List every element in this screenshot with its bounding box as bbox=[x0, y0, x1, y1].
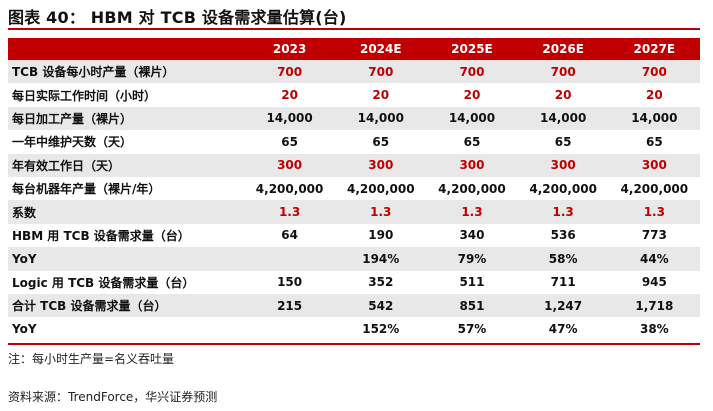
table-cell: 79% bbox=[457, 251, 487, 266]
table-cell: 700 bbox=[459, 64, 485, 79]
table-cell: 194% bbox=[362, 251, 400, 266]
table-cell: 20 bbox=[372, 88, 390, 103]
table-cell: 14,000 bbox=[631, 111, 678, 126]
table-body: TCB 设备每小时产量（裸片） 700 700 700 700 700 每日实际工作时间（小… bbox=[8, 60, 700, 341]
table-cell: 1.3 bbox=[278, 205, 301, 220]
table-row: 每台机器年产量（裸片/年） 4,200,000 4,200,000 4,200,000… bbox=[8, 177, 700, 200]
table-cell: 65 bbox=[281, 134, 298, 149]
table-cell: 58% bbox=[548, 251, 578, 266]
table-cell: 150 bbox=[277, 275, 303, 290]
table-cell: 700 bbox=[277, 64, 303, 79]
table-cell: 14,000 bbox=[448, 111, 496, 126]
table-row: 系数 1.3 1.3 1.3 1.3 1.3 bbox=[8, 200, 700, 224]
row-label: HBM 用 TCB 设备需求量（台） bbox=[12, 228, 190, 243]
table-cell: 4,200,000 bbox=[620, 181, 689, 196]
table-row: 一年中维护天数（天） 65 65 65 65 65 bbox=[8, 130, 700, 153]
table-cell: 1,718 bbox=[635, 298, 674, 313]
table-cell: 215 bbox=[277, 298, 303, 313]
table-cell: 352 bbox=[368, 275, 394, 290]
table-cell: 57% bbox=[457, 321, 487, 336]
row-label: 年有效工作日（天） bbox=[12, 158, 121, 173]
table-cell: 4,200,000 bbox=[346, 181, 415, 196]
source-line: 资料来源：TrendForce，华兴证券预测 bbox=[8, 390, 218, 404]
table-cell: 190 bbox=[368, 228, 394, 243]
table-cell: 511 bbox=[459, 275, 485, 290]
table-cell: 38% bbox=[639, 321, 669, 336]
header-cell: 2024E bbox=[359, 42, 402, 56]
table-cell: 14,000 bbox=[540, 111, 587, 126]
footnote: 注：每小时生产量=名义吞吐量 bbox=[8, 352, 175, 366]
title-divider bbox=[8, 28, 700, 30]
table-cell: 47% bbox=[548, 321, 578, 336]
table-cell: 14,000 bbox=[357, 111, 404, 126]
table-cell: 1.3 bbox=[643, 205, 665, 220]
table-cell: 536 bbox=[550, 228, 576, 243]
table-cell: 542 bbox=[368, 298, 394, 313]
header-cell: 2025E bbox=[451, 42, 493, 56]
table-cell: 340 bbox=[459, 228, 485, 243]
table-cell: 711 bbox=[550, 275, 576, 290]
table-cell: 773 bbox=[641, 228, 667, 243]
table-cell: 300 bbox=[277, 158, 303, 173]
table-cell: 20 bbox=[645, 88, 663, 103]
table-cell: 300 bbox=[368, 158, 394, 173]
table-cell: 700 bbox=[641, 64, 667, 79]
table-cell: 700 bbox=[550, 64, 576, 79]
row-label: TCB 设备每小时产量（裸片） bbox=[12, 65, 175, 80]
table-header-row: 2023 2024E 2025E 2026E 2027E bbox=[8, 38, 700, 60]
table-cell: 300 bbox=[550, 158, 576, 173]
table-cell: 65 bbox=[645, 134, 663, 149]
table-cell: 700 bbox=[368, 64, 394, 79]
row-label: 一年中维护天数（天） bbox=[12, 135, 133, 150]
header-cell: 2026E bbox=[542, 42, 584, 56]
table-row: YoY 194% 79% 58% 44% bbox=[8, 247, 700, 271]
table-cell: 1.3 bbox=[552, 205, 574, 220]
table-cell: 14,000 bbox=[266, 111, 313, 126]
table-cell: 851 bbox=[459, 298, 485, 313]
table-cell: 20 bbox=[463, 88, 481, 103]
table-row: Logic 用 TCB 设备需求量（台） 150 352 511 711 945 bbox=[8, 271, 700, 294]
table-cell: 300 bbox=[641, 158, 667, 173]
figure-title: 图表 40： HBM 对 TCB 设备需求量估算(台) bbox=[8, 8, 347, 27]
table-cell: 945 bbox=[641, 275, 667, 290]
table-cell: 44% bbox=[639, 251, 669, 266]
table-cell: 1.3 bbox=[461, 205, 483, 220]
table-cell: 1,247 bbox=[544, 298, 583, 313]
row-label: Logic 用 TCB 设备需求量（台） bbox=[12, 275, 195, 290]
table-row: HBM 用 TCB 设备需求量（台） 64 190 340 536 773 bbox=[8, 224, 700, 247]
table-cell: 300 bbox=[459, 158, 485, 173]
table-cell: 1.3 bbox=[370, 205, 392, 220]
row-label: YoY bbox=[12, 251, 37, 266]
table-cell: 4,200,000 bbox=[255, 181, 324, 196]
table-cell: 4,200,000 bbox=[438, 181, 506, 196]
row-label: 每台机器年产量（裸片/年） bbox=[12, 182, 161, 197]
table-cell: 65 bbox=[372, 134, 390, 149]
table-row: 每日加工产量（裸片） 14,000 14,000 14,000 14,000 14,000 bbox=[8, 106, 700, 131]
table-cell: 20 bbox=[554, 88, 572, 103]
table-cell: 4,200,000 bbox=[529, 181, 597, 196]
estimate-table: 2023 2024E 2025E 2026E 2027E TCB 设备每小时产量… bbox=[8, 38, 700, 345]
row-label: 合计 TCB 设备需求量（台） bbox=[12, 299, 167, 314]
table-row: TCB 设备每小时产量（裸片） 700 700 700 700 700 bbox=[8, 60, 700, 84]
table-row: 年有效工作日（天） 300 300 300 300 300 bbox=[8, 153, 700, 177]
table-cell: 152% bbox=[362, 321, 400, 336]
table-cell: 20 bbox=[281, 88, 298, 103]
table-row: 合计 TCB 设备需求量（台） 215 542 851 1,247 1,718 bbox=[8, 293, 700, 318]
row-label: 每日实际工作时间（小时） bbox=[12, 88, 157, 103]
table-row: 每日实际工作时间（小时） 20 20 20 20 20 bbox=[8, 83, 700, 106]
row-label: 每日加工产量（裸片） bbox=[12, 111, 133, 126]
header-cell: 2027E bbox=[633, 42, 676, 56]
table-row: YoY 152% 57% 47% 38% bbox=[8, 317, 700, 340]
row-label: 系数 bbox=[12, 205, 37, 220]
header-cell: 2023 bbox=[272, 42, 307, 56]
table-cell: 64 bbox=[281, 228, 298, 243]
table-cell: 65 bbox=[554, 134, 572, 149]
table-bottom-rule bbox=[8, 342, 700, 345]
table-cell: 65 bbox=[463, 134, 481, 149]
row-label: YoY bbox=[12, 321, 37, 336]
